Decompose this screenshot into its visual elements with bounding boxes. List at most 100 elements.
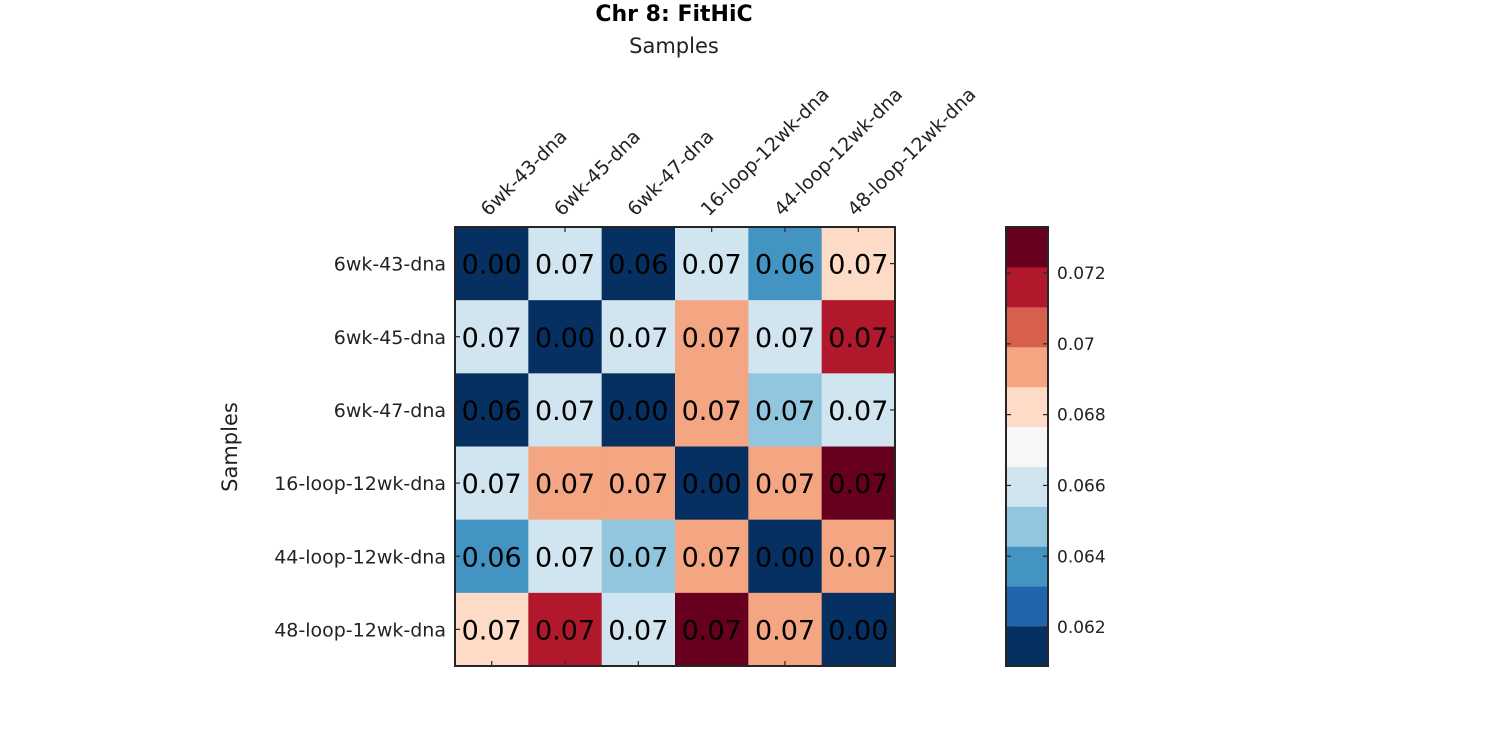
y-tick-label: 6wk-45-dna [334,327,446,349]
cell-value-label: 0.00 [535,323,595,354]
colorbar-segment [1006,266,1048,308]
heatmap-cell [748,519,823,594]
cell-value-label: 0.07 [608,469,668,500]
x-tick-label: 16-loop-12wk-dna [697,83,834,220]
heatmap-cell [675,519,749,594]
colorbar-segment [1006,227,1048,268]
heatmap-cell [748,227,823,301]
heatmap-cell [601,446,676,521]
colorbar-segment [1006,466,1048,507]
heatmap-cell [821,300,896,374]
x-axis-label: Samples [629,34,719,58]
cell-value-label: 0.07 [755,396,815,427]
cell-value-label: 0.07 [682,615,742,646]
heatmap-cell [748,373,823,447]
colorbar-frame [1005,226,1049,667]
cell-value-label: 0.06 [608,250,668,281]
heatmap-cell [455,227,529,301]
colorbar-tick-label: 0.064 [1057,547,1106,567]
x-tick-label: 48-loop-12wk-dna [843,83,980,220]
heatmap-cell [675,300,749,374]
heatmap-cell-labels: 0.00 0.07 0.06 0.07 0.06 0.07 0.07 0.00 0.07 0.07… [462,250,889,647]
cell-value-label: 0.07 [535,542,595,573]
y-axis-label: Samples [218,402,242,492]
cell-value-label: 0.07 [608,323,668,354]
colorbar-segment [1006,546,1048,587]
heatmap-frame [454,226,896,667]
heatmap-cells [455,227,896,667]
y-tick-label: 16-loop-12wk-dna [274,473,446,495]
cell-value-label: 0.07 [462,323,522,354]
heatmap-cell [821,446,896,521]
heatmap-cell [455,373,529,447]
heatmap-cell [528,519,603,594]
heatmap-cell [675,592,749,667]
heatmap-cell [528,300,603,374]
axis-tick-marks [455,227,895,666]
heatmap-cell [821,227,896,301]
heatmap-cell [821,519,896,594]
cell-value-label: 0.07 [462,615,522,646]
cell-value-label: 0.00 [755,542,815,573]
heatmap-cell [675,446,749,521]
colorbar-segment [1006,306,1048,348]
colorbar-tick-label: 0.066 [1057,476,1106,496]
y-tick-label: 6wk-43-dna [334,254,446,276]
cell-value-label: 0.00 [608,396,668,427]
heatmap-cell [748,592,823,667]
cell-value-label: 0.07 [755,615,815,646]
heatmap-cell [528,446,603,521]
heatmap-cell [528,592,603,667]
y-tick-label: 6wk-47-dna [334,400,446,422]
heatmap-cell [601,592,676,667]
cell-value-label: 0.07 [462,469,522,500]
heatmap-cell [821,373,896,447]
heatmap-cell [675,227,749,301]
heatmap-cell [601,227,676,301]
cell-value-label: 0.07 [608,615,668,646]
cell-value-label: 0.07 [828,323,888,354]
heatmap-cell [821,592,896,667]
colorbar-tick-label: 0.07 [1057,335,1095,355]
cell-value-label: 0.00 [462,250,522,281]
colorbar-tick-label: 0.068 [1057,406,1106,426]
cell-value-label: 0.00 [682,469,742,500]
heatmap-cell [748,446,823,521]
heatmap-cell [601,519,676,594]
colorbar-segment [1006,626,1048,667]
heatmap-cell [601,300,676,374]
heatmap-cell [601,373,676,447]
colorbar-segment [1006,346,1048,388]
colorbar: 0.062 0.064 0.066 0.068 0.07 0.072 [1005,226,1106,667]
heatmap-cell [455,446,529,521]
cell-value-label: 0.07 [535,250,595,281]
cell-value-label: 0.06 [462,396,522,427]
colorbar-segment [1006,386,1048,428]
y-tick-labels: 6wk-43-dna 6wk-45-dna 6wk-47-dna 16-loop-12… [274,254,446,642]
chart-title: Chr 8: FitHiC [595,2,752,27]
y-tick-label: 44-loop-12wk-dna [274,546,446,568]
heatmap-cell [528,373,603,447]
colorbar-tick-label: 0.072 [1057,264,1106,284]
heatmap-cell [455,519,529,594]
colorbar-segment [1006,586,1048,627]
cell-value-label: 0.07 [682,250,742,281]
cell-value-label: 0.07 [535,396,595,427]
cell-value-label: 0.07 [535,615,595,646]
cell-value-label: 0.07 [828,469,888,500]
colorbar-segment [1006,426,1048,467]
colorbar-segment [1006,506,1048,547]
cell-value-label: 0.07 [755,469,815,500]
cell-value-label: 0.07 [755,323,815,354]
cell-value-label: 0.07 [828,396,888,427]
x-tick-label: 44-loop-12wk-dna [770,83,907,220]
y-tick-label: 48-loop-12wk-dna [274,619,446,641]
cell-value-label: 0.06 [462,542,522,573]
cell-value-label: 0.06 [755,250,815,281]
cell-value-label: 0.07 [682,323,742,354]
cell-value-label: 0.07 [682,542,742,573]
cell-value-label: 0.07 [682,396,742,427]
heatmap-cell [675,373,749,447]
heatmap-cell [528,227,603,301]
